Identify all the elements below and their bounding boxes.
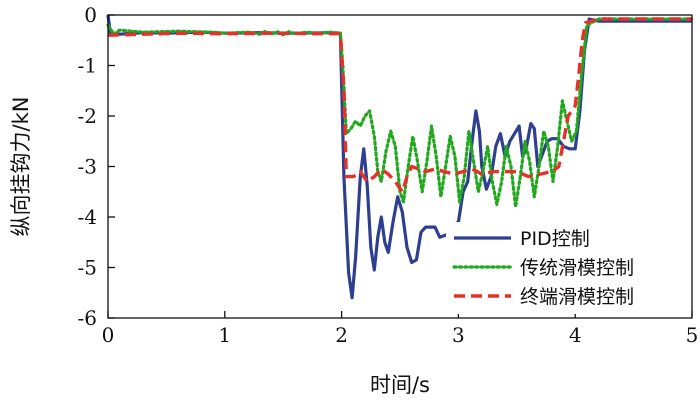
y-tick-label: -5 bbox=[78, 256, 97, 280]
tick-layer: 0 1 2 3 4 5 0 -1 -2 -3 -4 -5 -6 bbox=[78, 3, 699, 347]
x-tick-label: 0 bbox=[102, 323, 115, 347]
legend-label-2: 传统滑模控制 bbox=[520, 257, 634, 279]
x-tick-label: 1 bbox=[218, 323, 231, 347]
legend-label-1: PID控制 bbox=[520, 228, 590, 250]
y-tick-label: -1 bbox=[78, 54, 97, 78]
y-tick-label: -4 bbox=[78, 205, 97, 229]
y-tick-label: -3 bbox=[78, 155, 97, 179]
x-axis-label: 时间/s bbox=[370, 373, 430, 397]
legend-label-3: 终端滑模控制 bbox=[520, 286, 634, 308]
x-tick-label: 3 bbox=[452, 323, 465, 347]
x-tick-label: 4 bbox=[569, 323, 582, 347]
y-tick-label: 0 bbox=[84, 3, 97, 27]
y-tick-label: -6 bbox=[78, 306, 97, 330]
x-tick-label: 5 bbox=[686, 323, 699, 347]
x-tick-label: 2 bbox=[335, 323, 348, 347]
y-axis-label: 纵向挂钩力/kN bbox=[9, 97, 33, 237]
y-tick-label: -2 bbox=[78, 104, 97, 128]
